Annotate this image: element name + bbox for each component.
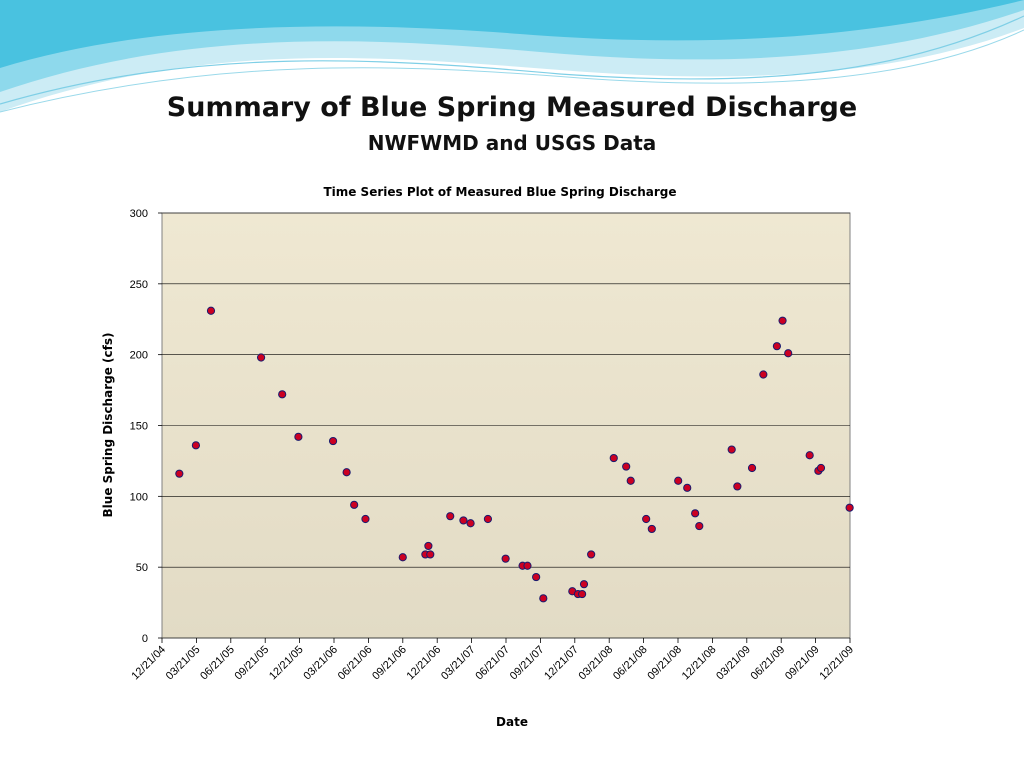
slide-subtitle: NWFWMD and USGS Data [367,131,657,155]
data-point [426,550,435,559]
x-tick-label: 09/21/09 [783,644,822,683]
x-tick-label: 03/21/08 [577,644,616,683]
x-tick-label: 12/21/05 [267,644,306,683]
x-tick-label: 06/21/07 [473,644,512,683]
wave-line [0,29,1024,113]
x-axis: 12/21/0403/21/0506/21/0509/21/0512/21/05… [129,638,856,682]
y-tick-label: 250 [130,279,148,291]
data-point [175,469,184,478]
x-tick-label: 12/21/06 [405,644,444,683]
y-tick-label: 300 [130,208,148,220]
data-point [398,553,407,562]
x-tick-label: 12/21/04 [129,644,168,683]
data-point [424,541,433,551]
data-point [805,451,814,460]
x-tick-label: 09/21/05 [233,644,272,683]
data-point [647,524,656,534]
data-point [459,516,468,525]
data-point [578,589,587,599]
data-point [579,580,589,589]
x-axis-title: Date [496,715,528,729]
data-point [256,353,266,362]
data-point [501,554,510,563]
x-tick-label: 12/21/08 [680,644,719,683]
data-point [328,436,338,446]
data-point [206,306,216,315]
x-tick-label: 12/21/07 [542,644,581,683]
x-tick-label: 03/21/09 [714,644,753,683]
x-tick-label: 06/21/08 [611,644,650,683]
data-point [816,463,826,473]
data-point [609,453,618,463]
data-point [759,370,768,379]
y-tick-label: 50 [136,562,148,574]
x-tick-label: 03/21/05 [164,644,203,683]
data-point [845,503,854,512]
x-tick-label: 09/21/08 [645,644,684,683]
data-point [483,514,493,524]
x-tick-label: 09/21/06 [370,644,409,683]
data-point [683,483,692,492]
data-point [642,514,651,524]
data-point [532,572,541,582]
y-axis-title: Blue Spring Discharge (cfs) [101,333,115,518]
y-tick-label: 200 [130,350,148,362]
data-point [784,349,793,358]
x-tick-label: 06/21/06 [336,644,375,683]
data-point [622,462,631,471]
x-tick-label: 06/21/09 [749,644,788,683]
data-point [747,463,757,473]
data-point [778,316,787,325]
slide-title: Summary of Blue Spring Measured Discharg… [166,92,858,123]
data-point [626,476,635,485]
data-point [539,594,548,603]
x-tick-label: 06/21/05 [198,644,237,683]
data-point [695,521,704,531]
chart-title: Time Series Plot of Measured Blue Spring… [323,185,676,199]
x-tick-label: 09/21/07 [508,644,547,683]
wave-band-dark [0,0,1024,68]
data-point [361,514,370,524]
data-point [523,561,532,570]
y-tick-label: 100 [130,491,148,503]
data-point [587,550,596,559]
data-points [175,306,854,603]
y-tick-label: 150 [130,421,148,433]
data-point [446,512,455,521]
y-tick-label: 0 [142,633,148,645]
y-axis: 0 50 100 150 200 250 300 [130,208,162,645]
data-point [350,500,359,509]
data-point [342,468,351,477]
data-point [466,519,475,528]
data-point [674,476,683,485]
data-point [278,390,287,399]
data-point [727,445,736,454]
decorative-waves [0,0,1024,113]
x-tick-label: 12/21/09 [817,644,856,683]
data-point [733,482,742,491]
data-point [191,441,201,450]
wave-line [0,15,1024,105]
x-tick-label: 03/21/07 [439,644,478,683]
x-tick-label: 03/21/06 [301,644,340,683]
data-point [772,342,782,351]
data-point [691,509,700,518]
data-point [294,432,303,441]
